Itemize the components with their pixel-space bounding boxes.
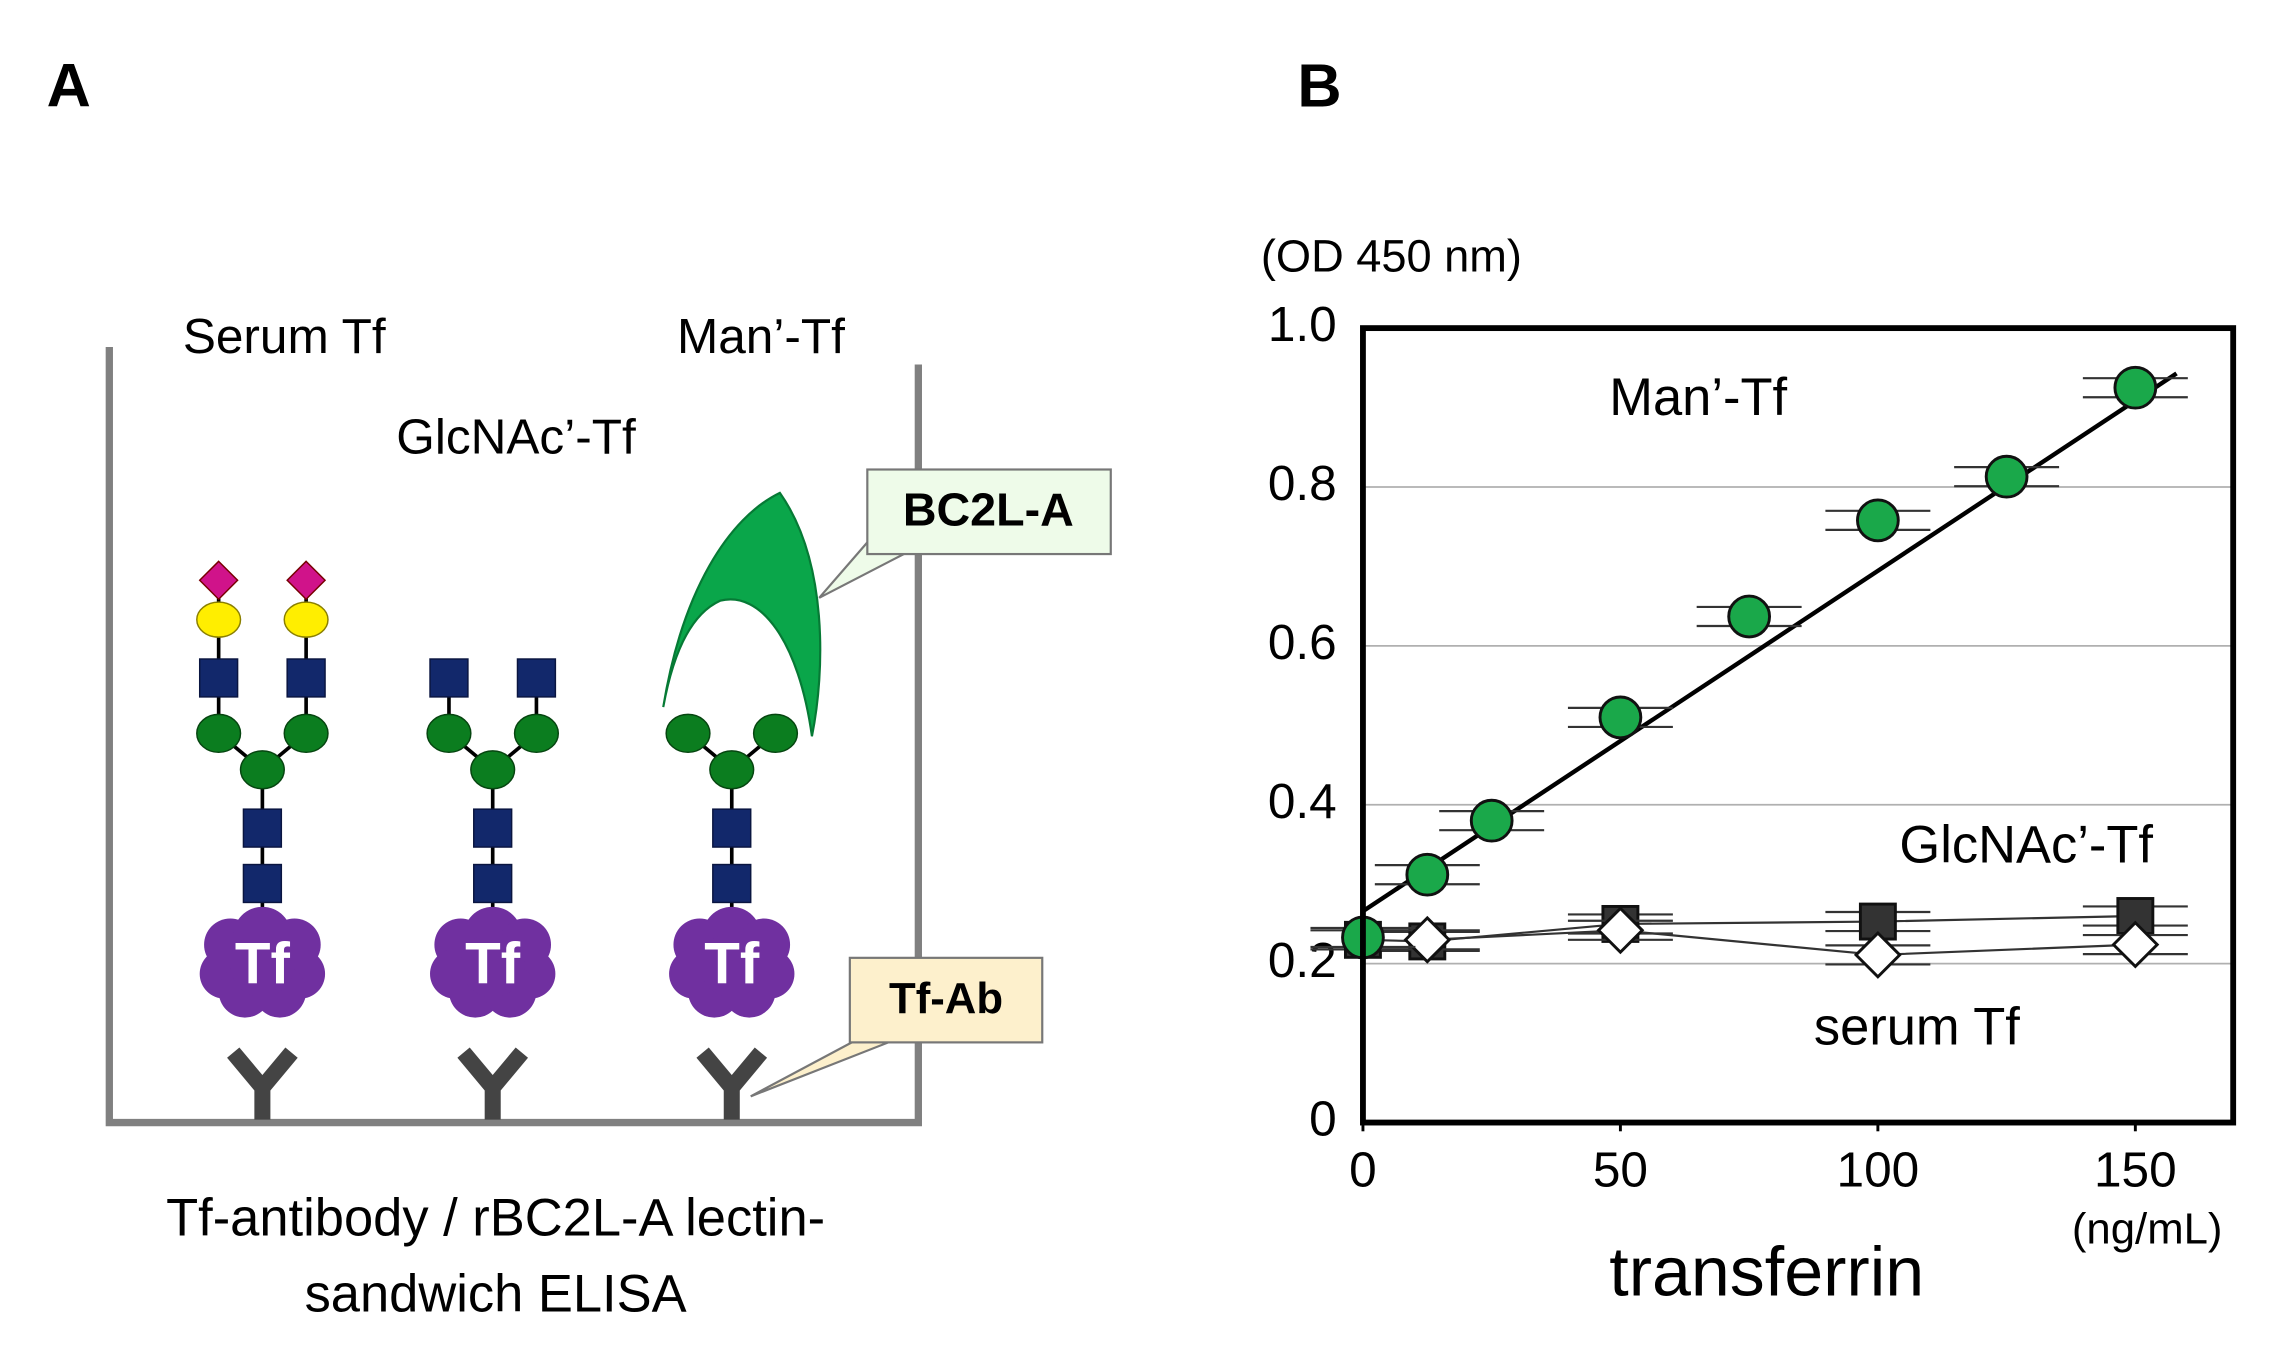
data-point: [1853, 930, 1902, 979]
x-tick-label: 100: [1837, 1142, 1920, 1198]
plot-frame: [1360, 325, 2237, 1126]
callout-label: Tf-Ab: [889, 974, 1003, 1023]
data-point: [1596, 906, 1645, 955]
tf-protein: [460, 933, 525, 998]
data-point: [2113, 365, 2158, 410]
x-axis-unit: (ng/mL): [2072, 1204, 2223, 1253]
y-tick-label: 1.0: [1268, 296, 1337, 352]
glcnac: [473, 863, 513, 904]
data-point: [1984, 454, 2029, 499]
y-tick-label: 0.4: [1268, 773, 1337, 829]
data-point: [2111, 920, 2160, 969]
x-tick-label: 150: [2094, 1142, 2177, 1198]
series-label: serum Tf: [1814, 999, 2020, 1057]
data-point: [1727, 594, 1772, 639]
glycan-diagram: Tf Tf Tf: [196, 560, 799, 1120]
callout-box: [866, 468, 1112, 556]
mannose: [752, 713, 799, 754]
antibody: [457, 1047, 529, 1120]
well-label: Serum Tf: [183, 308, 386, 364]
sialic-acid: [198, 560, 239, 601]
data-point: [1405, 852, 1450, 897]
data-point: [1598, 695, 1643, 740]
plot: 0 0.2 0.4 0.6 0.8 1.0 0 50 100 150: [1268, 296, 2237, 1198]
mannose: [239, 750, 285, 790]
protein-label: Tf: [235, 931, 291, 996]
data-point: [1856, 498, 1900, 543]
y-tick-label: 0.6: [1268, 614, 1337, 670]
glcnac: [473, 808, 513, 848]
mannose: [665, 713, 711, 754]
antibody: [227, 1047, 298, 1120]
x-axis-label: transferrin: [1609, 1233, 1924, 1311]
lectin: [662, 491, 822, 737]
tf-protein: [230, 933, 295, 998]
glcnac: [198, 658, 239, 698]
tf-protein: [699, 933, 764, 998]
mannose: [283, 713, 329, 754]
glcnac: [286, 658, 326, 698]
mannose: [470, 750, 516, 790]
caption: sandwich ELISA: [305, 1265, 687, 1323]
mannose: [426, 713, 472, 754]
panel-label: B: [1297, 52, 1341, 120]
callout-box: [848, 956, 1044, 1044]
antibody: [696, 1047, 768, 1120]
series-line: [1427, 929, 2136, 957]
glcnac: [712, 808, 752, 848]
glcnac: [516, 658, 557, 698]
x-tick-label: 50: [1593, 1142, 1648, 1198]
y-tick-label: 0.2: [1268, 932, 1337, 988]
mannose: [513, 713, 560, 754]
panel-label: A: [47, 52, 91, 120]
mannose: [709, 750, 755, 790]
callout-label: BC2L-A: [903, 484, 1074, 536]
callout-pointer: [750, 1036, 893, 1098]
data-point: [1469, 798, 1514, 843]
caption: Tf-antibody / rBC2L-A lectin-: [166, 1190, 825, 1248]
well-label: GlcNAc’-Tf: [396, 408, 636, 464]
glcnac: [429, 658, 469, 698]
sialic-acid: [286, 560, 327, 601]
galactose: [196, 601, 242, 638]
protein-label: Tf: [704, 931, 760, 996]
protein-label: Tf: [465, 931, 521, 996]
y-axis-label: (OD 450 nm): [1261, 231, 1522, 282]
series-label: GlcNAc’-Tf: [1899, 816, 2153, 874]
well: [105, 347, 922, 1127]
well-label: Man’-Tf: [677, 308, 845, 364]
glcnac: [242, 863, 283, 904]
x-tick-label: 0: [1349, 1142, 1377, 1198]
glcnac: [242, 808, 283, 848]
galactose: [283, 601, 329, 638]
mannose: [196, 713, 242, 754]
y-tick-label: 0: [1309, 1091, 1337, 1147]
glcnac: [712, 863, 752, 904]
series-label: Man’-Tf: [1609, 369, 1787, 427]
data-point: [1403, 915, 1452, 964]
y-tick-label: 0.8: [1268, 455, 1337, 511]
